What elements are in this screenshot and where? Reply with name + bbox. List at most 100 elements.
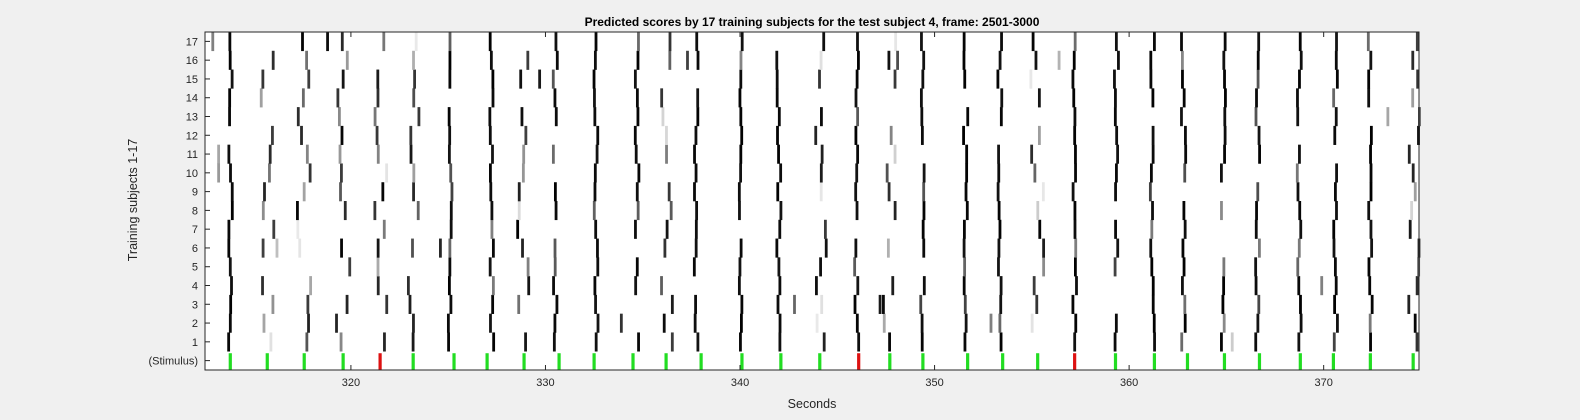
score-cell	[411, 238, 414, 258]
score-cell	[1367, 69, 1371, 89]
score-cell	[793, 294, 796, 314]
score-cell	[1333, 294, 1337, 314]
stimulus-marker	[1257, 353, 1262, 370]
score-cell	[1220, 201, 1223, 221]
score-cell	[670, 294, 674, 314]
score-cell	[1033, 163, 1037, 183]
score-cell	[228, 88, 232, 108]
score-cell	[553, 182, 557, 202]
score-cell	[962, 238, 966, 258]
stimulus-marker	[1331, 353, 1335, 370]
score-cell	[853, 294, 857, 314]
score-cell	[416, 201, 420, 221]
score-cell	[989, 313, 993, 333]
score-cell	[1332, 238, 1336, 258]
score-cell	[1153, 32, 1156, 52]
score-cell	[409, 144, 413, 164]
score-cell	[1298, 201, 1302, 221]
score-cell	[296, 107, 300, 127]
score-cell	[1299, 219, 1303, 239]
score-cell	[1368, 313, 1372, 333]
score-cell	[448, 32, 452, 52]
score-cell	[694, 294, 697, 314]
score-cell	[893, 69, 897, 89]
score-cell	[919, 88, 923, 108]
score-cell	[882, 313, 886, 333]
score-cell	[694, 238, 698, 258]
score-cell	[412, 50, 415, 70]
score-cell	[962, 125, 965, 145]
score-cell	[637, 332, 640, 352]
score-cell	[340, 125, 344, 145]
score-cell	[449, 219, 453, 239]
score-cell	[1255, 88, 1258, 108]
score-cell	[1220, 332, 1223, 352]
score-cell	[1075, 276, 1078, 296]
score-cell	[596, 257, 600, 277]
score-cell	[997, 201, 1001, 221]
score-cell	[343, 201, 347, 221]
stimulus-marker	[557, 353, 561, 370]
score-cell	[634, 219, 637, 239]
score-cell	[409, 125, 413, 145]
score-cell	[922, 163, 926, 183]
score-cell	[1030, 144, 1034, 164]
score-cell	[818, 69, 821, 89]
stimulus-marker	[779, 353, 783, 370]
score-cell	[1183, 163, 1187, 183]
score-cell	[594, 294, 597, 314]
score-cell	[553, 313, 557, 333]
score-cell	[670, 332, 674, 352]
x-tick-label: 360	[1120, 377, 1138, 389]
stimulus-marker	[966, 353, 970, 370]
score-cell	[230, 276, 233, 296]
score-cell	[854, 182, 858, 202]
score-cell	[854, 238, 858, 258]
score-cell	[1180, 332, 1184, 352]
chart-title: Predicted scores by 17 training subjects…	[585, 15, 1040, 29]
score-cell	[1368, 276, 1372, 296]
score-cell	[696, 50, 700, 70]
score-cell	[1073, 201, 1077, 221]
score-cell	[633, 125, 637, 145]
x-axis-ticks: 320 330 340 350 360 370	[342, 32, 1333, 389]
score-cell	[777, 107, 781, 127]
score-cell	[490, 201, 494, 221]
score-cell	[1073, 32, 1077, 52]
score-cell	[385, 294, 389, 314]
score-cell	[1071, 294, 1075, 314]
y-tick-label: (Stimulus)	[148, 356, 198, 368]
score-cell	[962, 219, 966, 239]
score-cell	[551, 69, 555, 89]
score-cell	[778, 332, 782, 352]
score-cell	[492, 332, 496, 352]
score-cell	[634, 144, 638, 164]
score-cell	[1074, 257, 1077, 277]
score-cell	[1114, 313, 1118, 333]
score-cell	[1335, 69, 1339, 89]
score-cell	[660, 88, 664, 108]
stimulus-marker	[857, 353, 861, 370]
score-cell	[1413, 313, 1417, 333]
y-tick-label: 7	[192, 224, 198, 236]
score-cell	[1336, 313, 1339, 333]
score-cell	[1072, 50, 1076, 70]
stimulus-marker	[921, 353, 925, 370]
score-cell	[1296, 107, 1300, 127]
score-cell	[1184, 125, 1187, 145]
score-cell	[885, 163, 889, 183]
score-cell	[527, 276, 531, 296]
score-cell	[271, 125, 274, 145]
score-cell	[1151, 144, 1155, 164]
score-cell	[1298, 144, 1301, 164]
y-tick-label: 13	[186, 112, 198, 124]
score-cell	[594, 332, 598, 352]
score-cell	[488, 257, 492, 277]
score-cell	[489, 163, 492, 183]
score-cell	[417, 107, 421, 127]
score-cell	[447, 276, 451, 296]
y-tick-label: 15	[186, 74, 198, 86]
score-cell	[448, 69, 452, 89]
score-cell	[893, 201, 897, 221]
score-cell	[1256, 69, 1260, 89]
